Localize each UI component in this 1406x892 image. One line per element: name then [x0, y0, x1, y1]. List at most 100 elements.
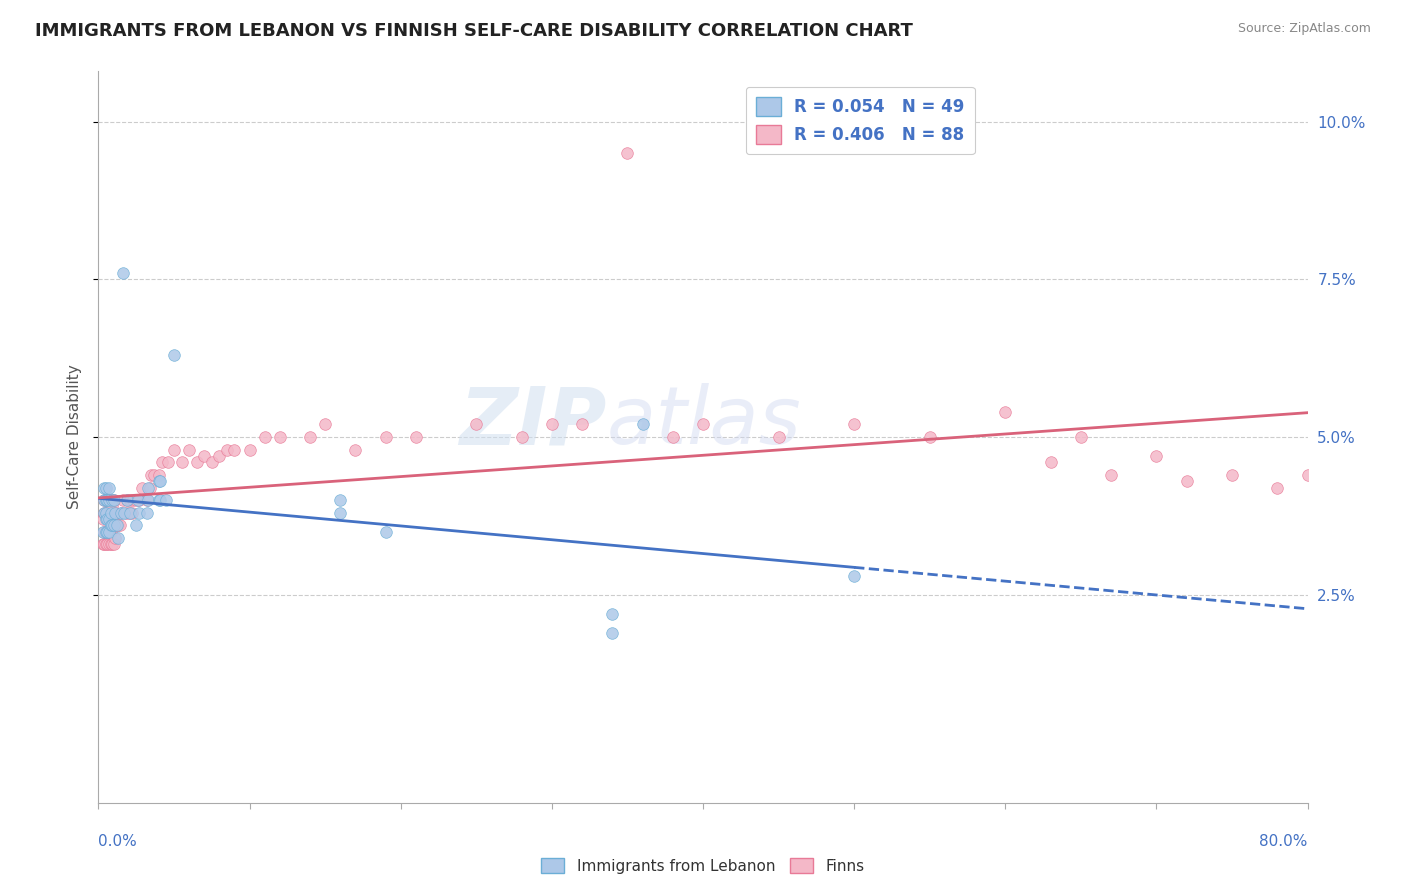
Point — [135, 506, 157, 520]
Point — [93, 506, 115, 520]
Point — [156, 455, 179, 469]
Point — [239, 442, 262, 457]
Point — [91, 524, 114, 539]
Point — [602, 625, 624, 640]
Point — [105, 518, 128, 533]
Point — [98, 524, 121, 539]
Point — [100, 524, 122, 539]
Point — [100, 537, 122, 551]
Point — [101, 493, 124, 508]
Text: Source: ZipAtlas.com: Source: ZipAtlas.com — [1237, 22, 1371, 36]
Point — [111, 266, 134, 280]
Point — [98, 524, 121, 539]
Point — [115, 493, 138, 508]
Point — [602, 607, 624, 621]
Point — [155, 493, 177, 508]
Point — [98, 537, 121, 551]
Point — [98, 506, 121, 520]
Point — [224, 442, 246, 457]
Point — [201, 455, 224, 469]
Point — [98, 493, 121, 508]
Point — [96, 493, 118, 508]
Point — [141, 467, 163, 482]
Point — [1267, 481, 1289, 495]
Point — [115, 493, 138, 508]
Point — [94, 493, 117, 508]
Point — [125, 493, 148, 508]
Point — [631, 417, 654, 432]
Point — [104, 531, 127, 545]
Point — [94, 506, 117, 520]
Point — [94, 537, 117, 551]
Point — [93, 493, 115, 508]
Text: IMMIGRANTS FROM LEBANON VS FINNISH SELF-CARE DISABILITY CORRELATION CHART: IMMIGRANTS FROM LEBANON VS FINNISH SELF-… — [35, 22, 912, 40]
Point — [193, 449, 215, 463]
Point — [93, 481, 115, 495]
Point — [179, 442, 201, 457]
Point — [1099, 467, 1122, 482]
Point — [101, 500, 124, 514]
Point — [329, 506, 352, 520]
Point — [96, 506, 118, 520]
Point — [128, 506, 150, 520]
Point — [103, 493, 125, 508]
Point — [844, 417, 866, 432]
Point — [148, 493, 170, 508]
Point — [108, 518, 131, 533]
Point — [120, 493, 142, 508]
Point — [136, 493, 159, 508]
Point — [139, 481, 162, 495]
Point — [616, 146, 638, 161]
Point — [93, 524, 115, 539]
Point — [103, 493, 125, 508]
Point — [1220, 467, 1243, 482]
Point — [104, 506, 127, 520]
Point — [93, 506, 115, 520]
Point — [94, 512, 117, 526]
Point — [215, 442, 238, 457]
Point — [269, 430, 291, 444]
Point — [114, 506, 136, 520]
Point — [100, 506, 122, 520]
Legend: Immigrants from Lebanon, Finns: Immigrants from Lebanon, Finns — [536, 852, 870, 880]
Point — [253, 430, 276, 444]
Point — [94, 493, 117, 508]
Point — [540, 417, 562, 432]
Point — [107, 531, 129, 545]
Point — [465, 417, 488, 432]
Point — [510, 430, 533, 444]
Point — [571, 417, 593, 432]
Point — [135, 493, 157, 508]
Point — [110, 506, 132, 520]
Point — [131, 481, 153, 495]
Point — [112, 506, 135, 520]
Point — [111, 493, 134, 508]
Point — [143, 467, 166, 482]
Point — [103, 518, 125, 533]
Point — [329, 493, 352, 508]
Point — [93, 537, 115, 551]
Point — [844, 569, 866, 583]
Point — [1039, 455, 1062, 469]
Point — [120, 506, 142, 520]
Point — [96, 537, 118, 551]
Text: 0.0%: 0.0% — [98, 834, 138, 849]
Point — [94, 524, 117, 539]
Point — [107, 518, 129, 533]
Point — [98, 512, 121, 526]
Point — [374, 524, 396, 539]
Point — [121, 506, 143, 520]
Point — [1296, 467, 1319, 482]
Point — [98, 481, 121, 495]
Y-axis label: Self-Care Disability: Self-Care Disability — [67, 365, 83, 509]
Point — [661, 430, 683, 444]
Point — [96, 524, 118, 539]
Point — [96, 524, 118, 539]
Point — [299, 430, 322, 444]
Point — [918, 430, 941, 444]
Point — [101, 518, 124, 533]
Text: ZIP: ZIP — [458, 384, 606, 461]
Point — [149, 474, 172, 488]
Point — [100, 518, 122, 533]
Point — [150, 455, 173, 469]
